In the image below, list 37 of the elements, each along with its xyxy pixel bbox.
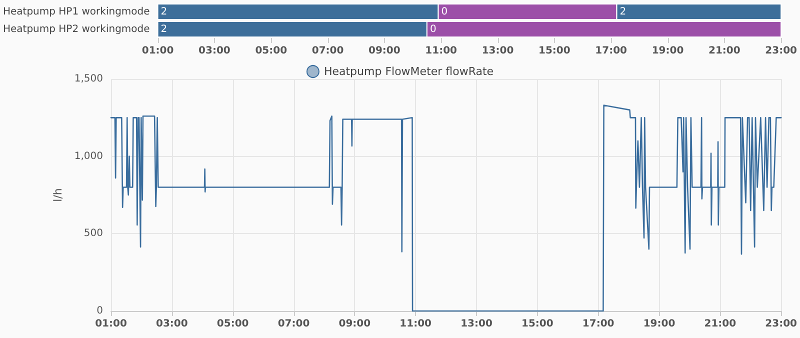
y-tick-label: Heatpump HP2 workingmode [2,24,150,35]
annotation: 2 [620,6,626,18]
x-tick-label: 21:00 [704,318,736,330]
x-tick-label: 03:00 [198,46,230,56]
x-tick-label: 11:00 [425,46,458,56]
x-tick-label: 17:00 [582,318,614,330]
x-tick-label: 13:00 [460,318,492,330]
x-tick-label: 11:00 [400,318,432,330]
annotation: 2 [160,24,168,35]
x-tick-label: 05:00 [255,46,288,56]
x-tick-label: 13:00 [482,46,514,56]
x-tick-label: 19:00 [643,318,676,330]
x-tick-label: 07:00 [312,46,344,56]
x-tick-label: 23:00 [765,318,798,330]
x-tick-label: 09:00 [338,318,371,330]
y-tick-label: 1,000 [74,150,103,162]
annotation: 0 [441,6,448,18]
x-tick-label: 17:00 [595,46,628,56]
annotation: 2 [160,6,168,18]
x-tick-label: 01:00 [95,318,127,330]
y-tick-label: 1,500 [74,74,103,84]
x-tick-label: 05:00 [216,318,249,330]
x-tick-label: 01:00 [142,46,174,56]
y-tick-label: 500 [84,228,103,240]
y-tick-label: Heatpump HP1 workingmode [2,6,150,18]
y-tick-label: 0 [96,306,103,316]
x-tick-label: 23:00 [765,46,798,56]
x-tick-label: 15:00 [538,46,570,56]
y-axis-title: l/h [51,188,64,202]
x-tick-label: 19:00 [652,46,684,56]
x-tick-label: 09:00 [368,46,400,56]
legend-label: Heatpump FlowMeter flowRate [324,65,494,78]
x-tick-label: 03:00 [156,318,188,330]
annotation: 0 [430,24,436,35]
x-tick-label: 21:00 [708,46,740,56]
x-tick-label: 07:00 [278,318,310,330]
x-tick-label: 15:00 [521,318,554,330]
